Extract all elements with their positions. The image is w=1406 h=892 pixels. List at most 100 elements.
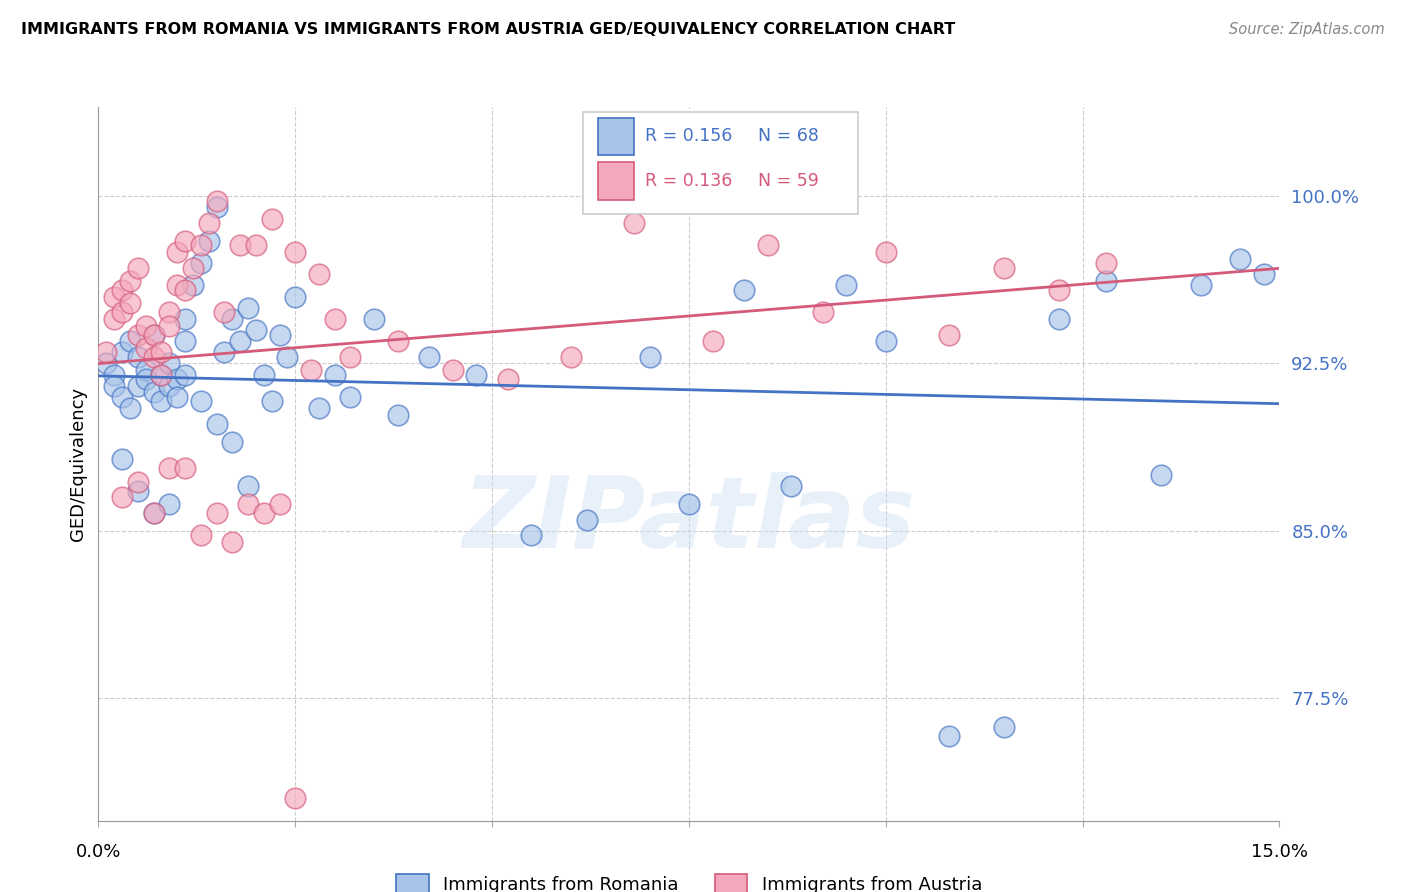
Point <box>733 283 755 297</box>
Point <box>253 506 276 520</box>
Point <box>993 720 1015 734</box>
Point <box>308 401 330 416</box>
Point <box>520 528 543 542</box>
Point <box>441 363 464 377</box>
Point <box>339 350 361 364</box>
Point <box>103 312 125 326</box>
Y-axis label: GED/Equivalency: GED/Equivalency <box>69 387 87 541</box>
Point <box>190 528 212 542</box>
Point <box>363 312 385 326</box>
Point <box>111 305 134 319</box>
Point <box>284 245 307 260</box>
Point <box>190 394 212 409</box>
Point <box>197 234 219 248</box>
Point <box>135 363 157 377</box>
Point <box>103 368 125 382</box>
Point <box>127 483 149 498</box>
Text: 15.0%: 15.0% <box>1251 843 1308 861</box>
Point <box>702 334 724 349</box>
Text: ZIPatlas: ZIPatlas <box>463 473 915 569</box>
Point <box>205 417 228 431</box>
Point <box>387 408 409 422</box>
Point <box>150 345 173 359</box>
Point <box>496 372 519 386</box>
Point <box>269 327 291 342</box>
Point <box>157 318 180 333</box>
Point <box>111 491 134 505</box>
Point <box>260 394 283 409</box>
Point <box>150 368 173 382</box>
Point <box>103 379 125 393</box>
Point <box>756 238 779 252</box>
Point <box>142 506 165 520</box>
Point <box>174 283 197 297</box>
Point <box>811 305 834 319</box>
Point <box>205 201 228 215</box>
Text: N = 68: N = 68 <box>758 128 818 145</box>
Point <box>299 363 322 377</box>
Point <box>150 394 173 409</box>
Point <box>260 211 283 226</box>
Point <box>142 506 165 520</box>
Point <box>205 506 228 520</box>
Point <box>157 461 180 475</box>
Point <box>236 497 259 511</box>
Point <box>1229 252 1251 266</box>
Point <box>1047 312 1070 326</box>
Point <box>229 334 252 349</box>
Point <box>221 535 243 549</box>
Point <box>157 497 180 511</box>
Text: R = 0.156: R = 0.156 <box>645 128 733 145</box>
Point <box>127 379 149 393</box>
Point <box>166 278 188 293</box>
Text: N = 59: N = 59 <box>758 172 818 190</box>
Point <box>118 401 141 416</box>
Point <box>157 305 180 319</box>
Point <box>127 350 149 364</box>
Point <box>190 256 212 270</box>
Point <box>96 357 118 371</box>
Point <box>166 245 188 260</box>
Point <box>174 312 197 326</box>
Point <box>157 379 180 393</box>
Point <box>835 278 858 293</box>
Point <box>387 334 409 349</box>
Point <box>938 327 960 342</box>
Point <box>623 216 645 230</box>
Point <box>142 327 165 342</box>
Point <box>190 238 212 252</box>
Point <box>166 372 188 386</box>
Point <box>678 497 700 511</box>
Point <box>142 350 165 364</box>
Point <box>418 350 440 364</box>
Point <box>323 312 346 326</box>
Text: R = 0.136: R = 0.136 <box>645 172 733 190</box>
Point <box>150 368 173 382</box>
Point <box>127 260 149 275</box>
Point <box>214 345 236 359</box>
Point <box>339 390 361 404</box>
Point <box>111 452 134 467</box>
Point <box>205 194 228 208</box>
Point <box>166 390 188 404</box>
Point <box>1189 278 1212 293</box>
Point <box>174 368 197 382</box>
Point <box>236 301 259 315</box>
Point <box>993 260 1015 275</box>
Point <box>245 323 267 337</box>
Text: IMMIGRANTS FROM ROMANIA VS IMMIGRANTS FROM AUSTRIA GED/EQUIVALENCY CORRELATION C: IMMIGRANTS FROM ROMANIA VS IMMIGRANTS FR… <box>21 22 955 37</box>
Point <box>111 345 134 359</box>
Point <box>575 513 598 527</box>
Point <box>111 390 134 404</box>
Point <box>174 461 197 475</box>
Point <box>1047 283 1070 297</box>
Point <box>135 372 157 386</box>
Point <box>96 345 118 359</box>
Point <box>197 216 219 230</box>
Point <box>938 729 960 743</box>
Point <box>221 312 243 326</box>
Text: 0.0%: 0.0% <box>76 843 121 861</box>
Point <box>1095 256 1118 270</box>
Point <box>284 791 307 805</box>
Point <box>142 385 165 400</box>
